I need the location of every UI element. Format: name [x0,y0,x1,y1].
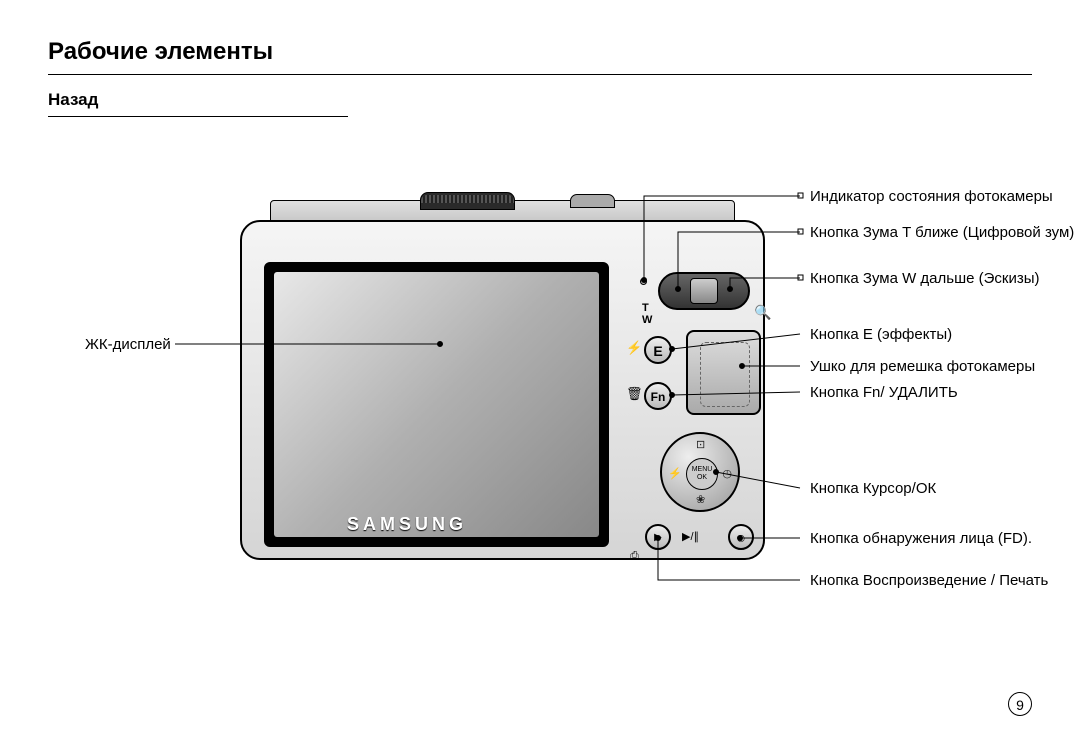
zoom-rocker-center [690,278,718,304]
flash-left-icon: ⚡ [668,467,682,480]
timer-icon: ◷ [722,467,732,480]
dpad: MENU OK ⊡ ❀ ⚡ ◷ [660,432,740,512]
fd-button: ☺ [728,524,754,550]
camera-diagram: SAMSUNG T W 🔍 ⚡ E 🗑 Fn MENU OK ⊡ ❀ ⚡ ◷ ▶… [240,200,765,560]
label-cursor: Кнопка Курсор/ОК [810,480,936,497]
subtitle-rule: Назад [48,90,348,117]
trash-icon: 🗑 [626,386,643,402]
status-led [640,278,647,285]
mag-icon: 🔍 [754,304,771,321]
fn-button: Fn [644,382,672,410]
label-lcd: ЖК-дисплей [85,336,171,353]
lcd-screen [274,272,599,537]
macro-icon: ❀ [696,493,705,506]
e-button: E [644,336,672,364]
label-play: Кнопка Воспроизведение / Печать [810,572,1048,589]
label-fn: Кнопка Fn/ УДАЛИТЬ [810,384,958,401]
page-title: Рабочие элементы [48,38,1032,66]
page-number: 9 [1008,692,1032,716]
brand-text: SAMSUNG [347,514,467,535]
dpad-center: MENU OK [686,458,718,490]
title-rule: Рабочие элементы [48,38,1032,75]
label-zoom-w: Кнопка Зума W дальше (Эскизы) [810,270,1040,287]
shutter-button-top [570,194,615,208]
strap-inner [700,342,750,407]
disp-icon: ⊡ [696,438,705,451]
zoom-rocker [658,272,750,310]
camera-body: SAMSUNG T W 🔍 ⚡ E 🗑 Fn MENU OK ⊡ ❀ ⚡ ◷ ▶… [240,220,765,560]
lcd-frame [264,262,609,547]
label-strap: Ушко для ремешка фотокамеры [810,358,1035,375]
label-e: Кнопка E (эффекты) [810,326,952,343]
tw-label: T W [642,302,652,326]
label-fd: Кнопка обнаружения лица (FD). [810,530,1032,547]
mode-dial [420,192,515,210]
pause-icon: ▶/∥ [682,530,699,543]
label-status: Индикатор состояния фотокамеры [810,188,1053,205]
page-subtitle: Назад [48,90,348,110]
flash-icon: ⚡ [626,340,642,356]
strap-lug [686,330,761,415]
print-icon: ⎙ [630,550,639,563]
label-zoom-t: Кнопка Зума T ближе (Цифровой зум) [810,224,1074,241]
play-button: ▶ [645,524,671,550]
